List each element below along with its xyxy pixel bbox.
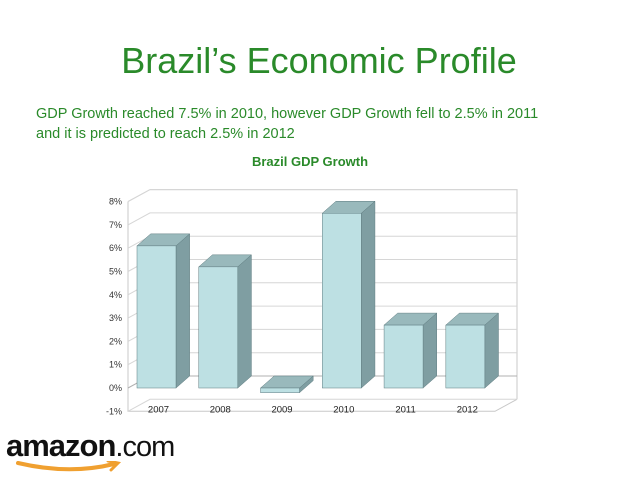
chart-title: Brazil GDP Growth xyxy=(252,154,368,169)
bar-side-2010 xyxy=(361,200,376,389)
bar-2010 xyxy=(322,213,362,389)
gridline xyxy=(127,212,517,226)
bar-side-2008 xyxy=(237,254,252,389)
y-tick-label: 4% xyxy=(109,290,122,300)
bar-side-2007 xyxy=(175,233,190,389)
x-tick-label: 2009 xyxy=(271,404,292,415)
logo-wordmark: amazon xyxy=(6,428,116,463)
bar-2012 xyxy=(445,324,486,389)
y-tick-label: 6% xyxy=(109,243,122,253)
y-tick-label: -1% xyxy=(106,406,122,416)
slide-title: Brazil’s Economic Profile xyxy=(121,40,517,81)
y-tick-label: 1% xyxy=(109,360,122,370)
logo-suffix: .com xyxy=(115,431,175,463)
bar-2009 xyxy=(260,387,300,393)
bar-side-2011 xyxy=(422,312,437,389)
y-tick-label: 0% xyxy=(109,383,122,393)
y-tick-label: 8% xyxy=(109,197,122,207)
y-tick-label: 5% xyxy=(109,267,122,277)
smile-arrow-icon xyxy=(16,461,122,472)
bar-2011 xyxy=(383,324,424,389)
y-tick-label: 2% xyxy=(109,336,122,346)
subtitle-line-2: and it is predicted to reach 2.5% in 201… xyxy=(36,126,295,142)
subtitle-line-1: GDP Growth reached 7.5% in 2010, however… xyxy=(36,106,539,122)
bar-2008 xyxy=(198,266,239,389)
x-tick-label: 2012 xyxy=(457,404,478,415)
y-tick-label: 3% xyxy=(109,313,122,323)
amazon-logo: amazon.com xyxy=(6,428,175,474)
x-tick-label: 2010 xyxy=(333,404,354,415)
bar-side-2012 xyxy=(484,312,499,389)
gridline xyxy=(127,398,517,412)
y-tick-label: 7% xyxy=(109,220,122,230)
x-tick-label: 2007 xyxy=(148,404,169,415)
slide-subtitle: GDP Growth reached 7.5% in 2010, however… xyxy=(36,104,626,144)
x-tick-label: 2008 xyxy=(210,404,231,415)
x-tick-label: 2011 xyxy=(395,404,415,415)
chart-floor-edge xyxy=(127,201,518,412)
bar-2007 xyxy=(136,245,177,389)
gridline xyxy=(127,189,517,203)
